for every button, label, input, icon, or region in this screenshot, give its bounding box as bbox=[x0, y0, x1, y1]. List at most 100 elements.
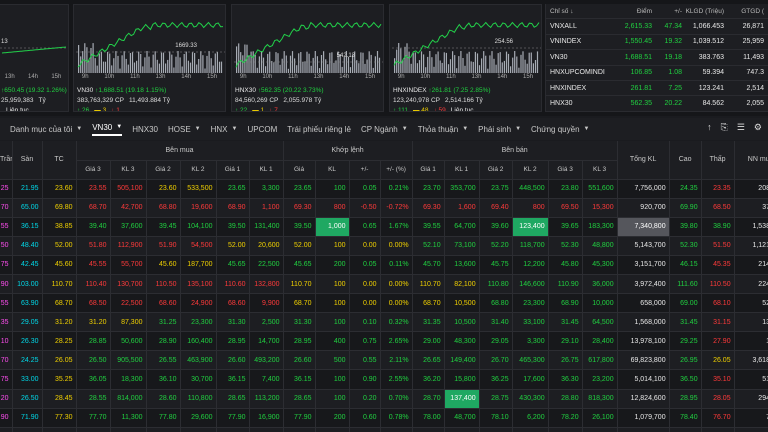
table-cell: 45.60 bbox=[42, 255, 77, 275]
index-change: 19.32 bbox=[664, 38, 682, 46]
table-cell: 10,500 bbox=[444, 293, 480, 314]
time-axis: 13h 14h 15h bbox=[0, 74, 68, 80]
session-status: Liên tục bbox=[450, 107, 474, 112]
list-icon[interactable]: ☰ bbox=[736, 122, 745, 132]
table-row[interactable]: 70 65.00 69.80 68.70 42,700 68.80 19,600 68.90 1… bbox=[0, 198, 768, 218]
index-row[interactable]: HNXINDEX 261.81 7.25 123.241 2,514 bbox=[546, 81, 768, 97]
tab-label: CP Ngành bbox=[360, 124, 398, 134]
table-cell: 18,300 bbox=[110, 369, 147, 390]
table-row[interactable]: 10 26.30 28.25 28.85 50,600 28.90 160,400 28.95… bbox=[0, 331, 768, 352]
advancers-count: ↑ 111 bbox=[393, 107, 408, 112]
table-cell: 26.05 bbox=[669, 427, 702, 432]
index-chart-panel[interactable]: 542.13 9h 10h 11h 13h 14h 15h HNX30 ↑562.35 (20… bbox=[231, 4, 384, 112]
index-row[interactable]: HNXUPCOMINDI 106.85 1.08 59.394 747.3 bbox=[546, 66, 768, 81]
index-chart-panel[interactable]: 13 13h 14h 15h ↑650.45 (19.32 1.26%) 25,959,3… bbox=[0, 4, 69, 112]
table-row[interactable]: 35 29.05 31.20 31.20 87,300 31.25 23,300 31.30 2… bbox=[0, 312, 768, 333]
table-cell: 25.90 bbox=[412, 427, 445, 432]
table-cell: 118,700 bbox=[512, 236, 549, 256]
table-cell: 110.90 bbox=[548, 274, 583, 295]
tab-ph-i-sinh[interactable]: Phái sinh ▼ bbox=[478, 123, 521, 136]
table-cell: 1,121,600 bbox=[734, 236, 768, 256]
table-cell: 69.00 bbox=[669, 293, 702, 314]
table-cell: 10 bbox=[0, 427, 13, 432]
table-cell: 5,014,100 bbox=[617, 369, 670, 390]
index-chart-panel[interactable]: 254.56 9h 10h 11h 13h 14h 15h HNXINDEX ↑261.81 … bbox=[389, 4, 542, 112]
table-cell: 920,700 bbox=[617, 198, 670, 218]
table-cell: 22,500 bbox=[110, 293, 147, 314]
index-volume: 123.241 bbox=[698, 84, 724, 92]
table-cell: 110.50 bbox=[146, 274, 181, 295]
table-row[interactable]: 75 33.00 35.25 36.05 18,300 36.10 30,700 36.15 7… bbox=[0, 369, 768, 390]
export-icon[interactable]: ⎘ bbox=[720, 122, 728, 132]
table-row[interactable]: 90 71.90 77.30 77.70 11,300 77.80 29,600 77.90 1… bbox=[0, 408, 768, 428]
tab-label: HNX30 bbox=[132, 124, 158, 134]
table-cell: 905,500 bbox=[110, 350, 147, 371]
table-row[interactable]: 50 48.40 52.00 51.80 112,900 51.90 54,500 52.00… bbox=[0, 236, 768, 256]
session-status: Liên tục bbox=[6, 107, 29, 112]
tab-hnx[interactable]: HNX ▼ bbox=[211, 123, 238, 136]
table-row[interactable]: 25 21.95 23.60 23.55 505,100 23.60 533,500 23.6… bbox=[0, 179, 768, 199]
index-row[interactable]: HNX30 562.35 20.22 84.562 2,055 bbox=[546, 96, 768, 112]
table-cell: 26.00 bbox=[548, 427, 583, 432]
table-cell: 26.65 bbox=[412, 350, 445, 371]
tab-tr-i-phi-u-ri-ng-l-[interactable]: Trái phiếu riêng lẻ bbox=[287, 123, 351, 136]
table-cell: 3,300 bbox=[512, 331, 549, 352]
table-row[interactable]: 20 26.50 28.45 28.55 814,000 28.60 110,800 28.6… bbox=[0, 389, 768, 409]
tab-hnx30[interactable]: HNX30 bbox=[132, 123, 158, 136]
index-col-name[interactable]: Chỉ số ↓ bbox=[550, 7, 574, 15]
table-cell: 48,700 bbox=[444, 408, 480, 428]
index-change-line: ↑650.45 (19.32 1.26%) bbox=[1, 87, 67, 94]
table-cell: 69.30 bbox=[412, 198, 445, 218]
table-cell: 12,200 bbox=[512, 255, 549, 275]
col-total-volume[interactable]: Tổng KL bbox=[617, 141, 670, 180]
upload-icon[interactable]: ↑ bbox=[707, 122, 712, 132]
index-row[interactable]: VNINDEX 1,550.45 19.32 1,039.512 25,959 bbox=[546, 35, 768, 51]
table-cell: 68.90 bbox=[548, 293, 583, 314]
group-sell: Bên bán bbox=[412, 141, 618, 161]
table-row[interactable]: 1023.9025.7025.7520,00025.8062,20025.851… bbox=[0, 427, 768, 432]
up-arrow-icon: ↑ bbox=[257, 87, 262, 94]
time-tick: 13h bbox=[4, 74, 15, 80]
tab-vn30[interactable]: VN30 ▼ bbox=[92, 123, 123, 136]
table-cell: 24.25 bbox=[12, 350, 43, 371]
tab-ch-ng-quy-n[interactable]: Chứng quyền ▼ bbox=[531, 123, 589, 136]
decliners-count: ↓ 7 bbox=[269, 107, 278, 112]
table-row[interactable]: 75 42.45 45.60 45.55 55,700 45.60 187,700 45.65… bbox=[0, 255, 768, 275]
index-change-line: HNX30 ↑562.35 (20.22 3.73%) bbox=[235, 87, 324, 94]
index-chart-panel[interactable]: 1669.33 9h 10h 11h 13h 14h 15h VN30 ↑1,688.51 (… bbox=[73, 4, 226, 112]
col-header: +/- (%) bbox=[380, 160, 413, 180]
table-cell: 29.25 bbox=[669, 331, 702, 352]
table-cell: 65.00 bbox=[12, 198, 43, 218]
tab-danh-m-c-c-a-t-i[interactable]: Danh mục của tôi ▼ bbox=[10, 123, 82, 136]
table-row[interactable]: 90 103.00 110.70 110.40 130,700 110.50 135,100… bbox=[0, 274, 768, 295]
table-cell: 25.85 bbox=[283, 427, 316, 432]
index-volume: 84,560,269 CP bbox=[235, 97, 279, 104]
index-row[interactable]: VNXALL 2,615.33 47.34 1,066.453 26,871 bbox=[546, 19, 768, 35]
table-cell: 28.75 bbox=[479, 389, 513, 409]
index-row[interactable]: VN30 1,688.51 19.18 383.763 11,493 bbox=[546, 50, 768, 66]
index-table-header: Chỉ số ↓ Điểm +/- KLGD (Triệu) GTGD ( bbox=[546, 4, 768, 20]
table-cell: 23,300 bbox=[180, 312, 217, 333]
settings-icon[interactable]: ⚙ bbox=[753, 122, 762, 132]
table-row[interactable]: 55 36.15 38.85 39.40 37,600 39.45 104,100 39.50… bbox=[0, 217, 768, 237]
table-cell: 31.45 bbox=[548, 312, 583, 333]
table-cell: 36.05 bbox=[76, 369, 111, 390]
index-volume: 25,959,383 bbox=[1, 97, 34, 104]
table-cell: 30,700 bbox=[180, 369, 217, 390]
table-row[interactable]: 55 63.90 68.70 68.50 22,500 68.60 24,900 68.60 9… bbox=[0, 293, 768, 314]
index-point: 2,615.33 bbox=[624, 23, 652, 31]
table-cell: 493,200 bbox=[249, 350, 284, 371]
tab-upcom[interactable]: UPCOM bbox=[247, 123, 277, 136]
tab-th-a-thu-n[interactable]: Thỏa thuận ▼ bbox=[418, 123, 468, 136]
table-cell: 25.70 bbox=[42, 427, 77, 432]
table-cell: 28.45 bbox=[42, 389, 77, 409]
table-row[interactable]: 70 24.25 26.05 26.50 905,500 26.55 463,900 26.6… bbox=[0, 350, 768, 371]
table-cell: 26.60 bbox=[216, 350, 250, 371]
table-cell: 13,000 bbox=[734, 312, 768, 333]
table-cell: 39.50 bbox=[216, 217, 250, 237]
tab-cp-ng-nh[interactable]: CP Ngành ▼ bbox=[361, 123, 408, 136]
table-cell: 31.35 bbox=[412, 312, 445, 333]
tab-hose[interactable]: HOSE ▼ bbox=[168, 123, 201, 136]
index-col-change: +/- bbox=[674, 7, 682, 15]
table-cell: 0.00 bbox=[349, 236, 381, 256]
